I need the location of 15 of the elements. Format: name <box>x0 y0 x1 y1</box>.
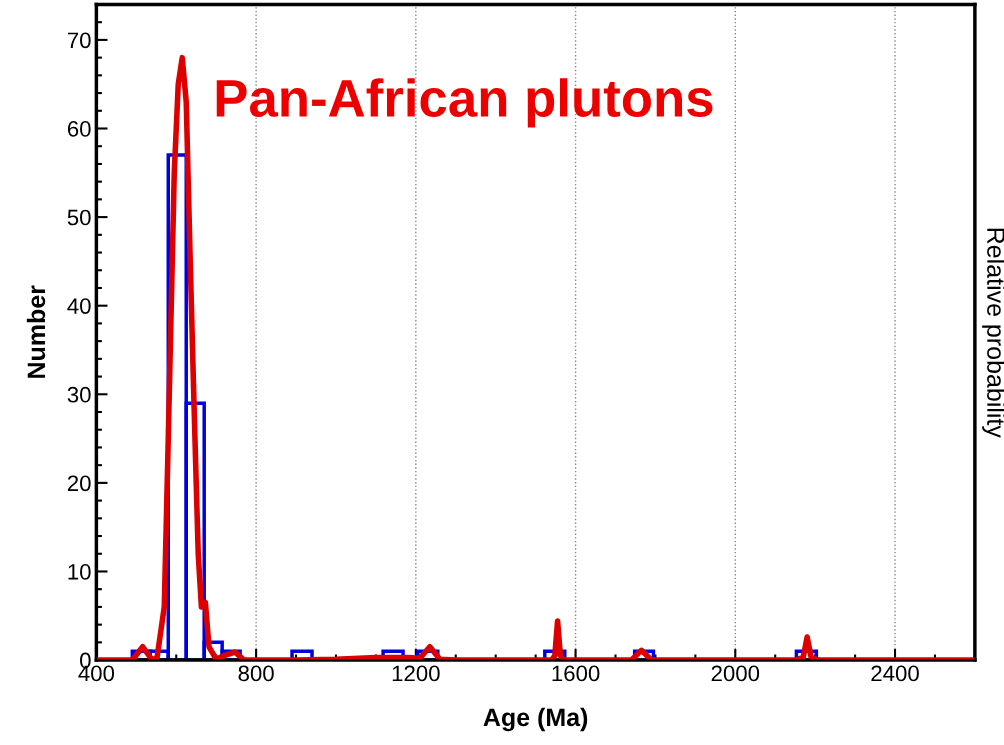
y-tick-label: 70 <box>67 32 91 49</box>
annotation: Pan-African plutons <box>216 78 713 128</box>
y-tick-label: 20 <box>67 475 91 492</box>
y-axis-title: Number <box>26 285 46 378</box>
x-tick-label: 2400 <box>871 665 919 682</box>
y-tick-label: 50 <box>67 209 91 226</box>
x-tick-label: 800 <box>238 665 274 682</box>
y-tick-label: 40 <box>67 298 91 314</box>
y-tick-label: 30 <box>67 386 91 403</box>
x-axis-title: Age (Ma) <box>483 707 588 732</box>
y-tick-label: 60 <box>67 121 91 137</box>
x-tick-label: 1200 <box>392 665 440 682</box>
x-tick-label: 2000 <box>711 665 760 682</box>
y-tick-label: 10 <box>68 564 91 580</box>
x-tick-label: 1600 <box>552 665 600 682</box>
